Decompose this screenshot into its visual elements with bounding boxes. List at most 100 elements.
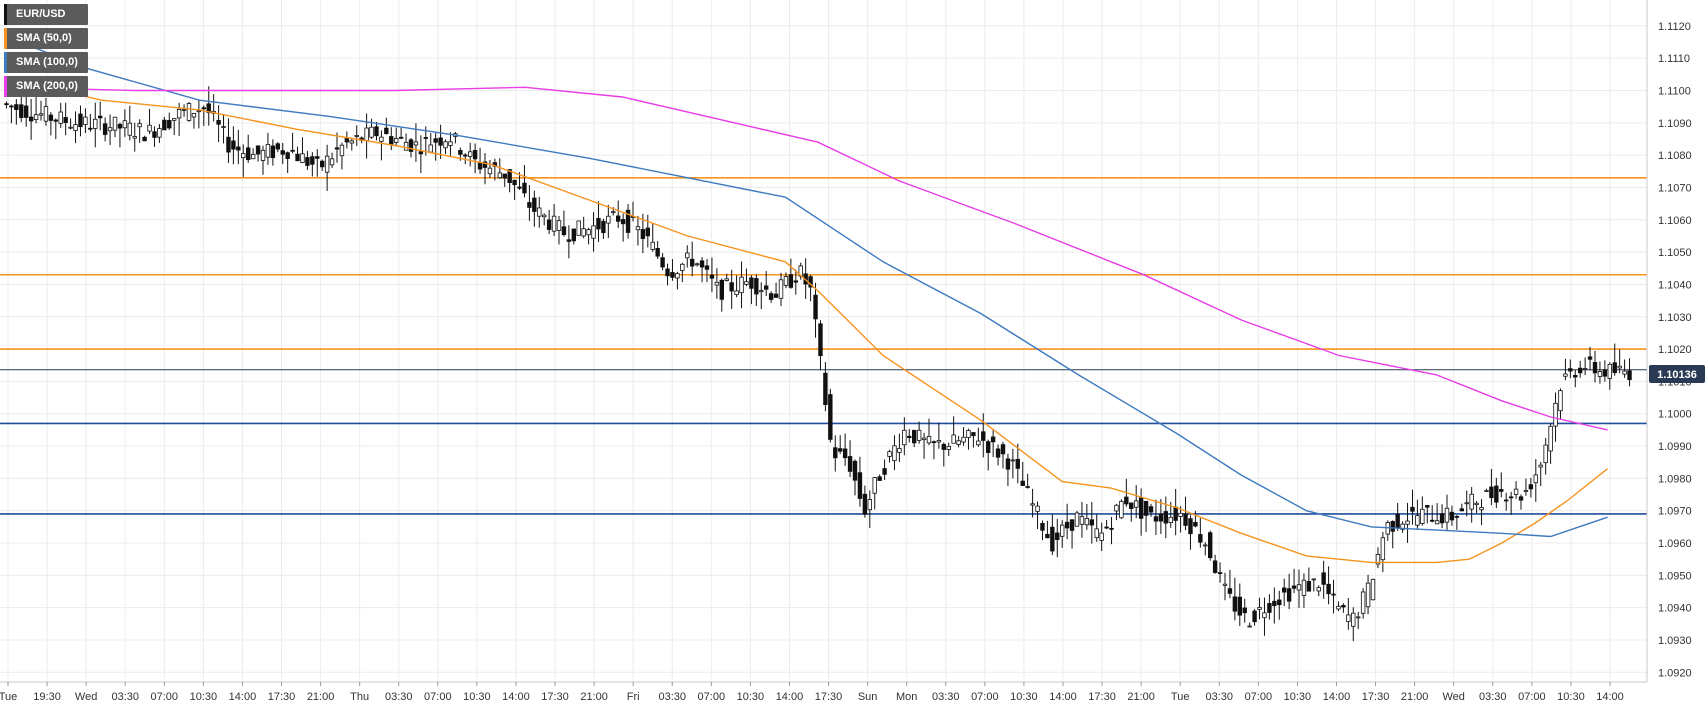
candle-body (1494, 485, 1499, 503)
legend-item-sma50[interactable]: SMA (50,0) (4, 28, 88, 49)
candle-body (842, 448, 848, 459)
legend-item-eurusd[interactable]: EUR/USD (4, 4, 88, 25)
candle-body (19, 104, 24, 118)
x-tick-label: Wed (1442, 691, 1464, 703)
candle-body (295, 153, 300, 162)
candle-body (838, 448, 843, 452)
candle-body (571, 228, 576, 242)
x-tick-label: 21:00 (307, 691, 335, 703)
candle-body (1627, 370, 1632, 381)
candle-body (1089, 519, 1094, 526)
candle-body (556, 220, 562, 231)
candle-body (862, 493, 868, 515)
candle-body (43, 106, 49, 122)
candle-body (1499, 489, 1504, 492)
x-tick-label: Fri (627, 691, 640, 703)
candle-body (754, 278, 759, 295)
candle-body (1035, 505, 1040, 512)
x-tick-label: Tue (1171, 691, 1190, 703)
candle-body (897, 448, 902, 453)
candle-body (1217, 572, 1223, 574)
candle-body (921, 437, 927, 441)
candle-body (690, 258, 695, 267)
candle-body (1055, 532, 1060, 540)
candle-body (477, 162, 483, 170)
candle-body (167, 120, 172, 129)
candle-body (1410, 506, 1415, 512)
x-tick-label: Sun (858, 691, 878, 703)
candle-body (995, 448, 1001, 458)
candle-body (384, 127, 389, 134)
candle-body (912, 429, 917, 444)
sma-lines (3, 34, 1609, 564)
x-tick-label: 14:00 (1049, 691, 1077, 703)
candle-body (739, 276, 744, 294)
legend-item-sma100[interactable]: SMA (100,0) (4, 52, 88, 73)
candle-body (783, 276, 789, 286)
candle-body (699, 260, 705, 268)
candle-body (665, 268, 670, 277)
candle-body (1533, 474, 1538, 484)
candle-body (650, 241, 655, 250)
candle-body (502, 173, 507, 179)
candle-body (872, 477, 877, 494)
candle-body (566, 239, 572, 242)
candle-body (438, 137, 443, 146)
candle-body (1434, 520, 1440, 525)
candle-body (245, 147, 251, 161)
candle-body (1321, 572, 1326, 585)
candle-body (389, 136, 394, 145)
candle-body (290, 149, 295, 152)
candle-body (601, 220, 606, 234)
candle-body (122, 120, 128, 129)
candle-body (53, 119, 58, 122)
candle-body (354, 135, 359, 137)
candle-body (877, 476, 882, 481)
sma100-line (3, 34, 1608, 538)
candle-body (902, 429, 907, 446)
x-tick-label: 03:30 (658, 691, 686, 703)
candle-body (408, 139, 414, 152)
y-tick-label: 1.0990 (1658, 441, 1692, 453)
candle-body (591, 225, 596, 239)
candle-body (1469, 493, 1474, 510)
candle-body (1045, 533, 1050, 539)
x-tick-label: 03:30 (1206, 691, 1234, 703)
candle-body (512, 179, 517, 186)
candle-body (472, 149, 478, 160)
candle-body (1464, 502, 1469, 505)
candle-body (719, 279, 724, 300)
candle-body (88, 127, 93, 130)
candle-body (1277, 599, 1282, 606)
last-price-label: 1.10136 (1657, 369, 1697, 381)
candle-body (1439, 513, 1445, 524)
y-tick-label: 1.1080 (1658, 150, 1692, 162)
candle-body (132, 136, 137, 139)
candle-body (176, 108, 182, 119)
candle-body (38, 113, 44, 116)
candle-body (1222, 583, 1228, 586)
candle-body (1568, 368, 1573, 372)
candle-body (1528, 484, 1534, 490)
candle-body (315, 156, 320, 159)
candle-body (1553, 402, 1558, 427)
candle-body (1405, 520, 1410, 525)
candle-body (655, 248, 660, 257)
x-tick-label: 17:30 (1088, 691, 1116, 703)
support-resistance-lines (0, 176, 1647, 515)
candle-body (1010, 459, 1016, 462)
candle-body (645, 227, 650, 237)
candle-body (1296, 584, 1302, 591)
x-tick-label: 19:30 (33, 691, 61, 703)
candle-body (1178, 512, 1183, 517)
candle-body (1400, 523, 1405, 530)
candle-body (186, 103, 192, 121)
legend-item-sma200[interactable]: SMA (200,0) (4, 76, 88, 97)
candle-body (660, 257, 665, 268)
y-tick-label: 1.1040 (1658, 279, 1692, 291)
candle-body (990, 436, 996, 443)
candle-body (428, 144, 433, 153)
candle-body (1060, 524, 1065, 537)
candle-body (349, 140, 354, 144)
candle-body (171, 118, 177, 121)
